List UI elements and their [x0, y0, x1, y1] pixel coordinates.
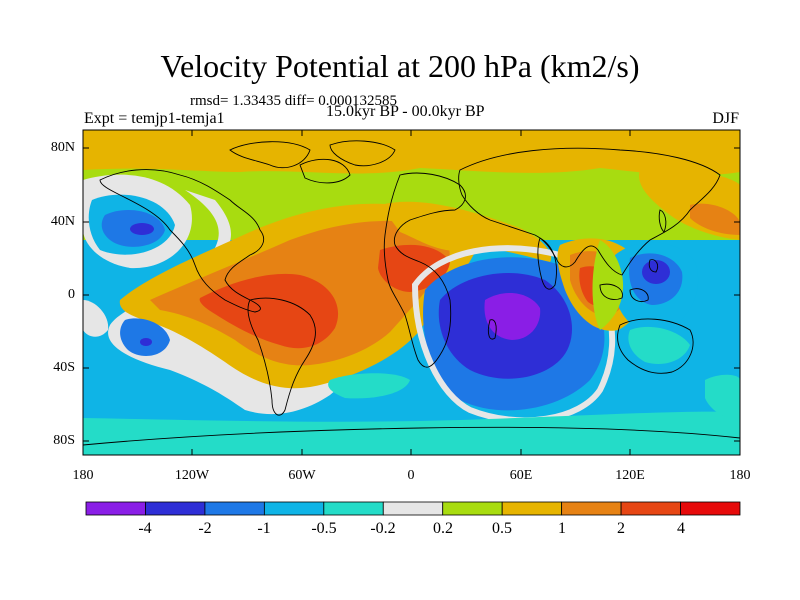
- colorbar-box: [680, 501, 741, 516]
- lon-label-180e: 180: [729, 468, 751, 483]
- lat-label-0: 0: [68, 287, 75, 302]
- colorbar-label: 0.2: [433, 520, 453, 537]
- lon-ticks: [191, 130, 631, 455]
- colorbar-box: [620, 501, 681, 516]
- colorbar-box: [561, 501, 622, 516]
- colorbar-label: -1: [257, 520, 271, 537]
- contour-field: [83, 130, 740, 455]
- colorbar-label: -0.5: [311, 520, 337, 537]
- period-label: 15.0kyr BP - 00.0kyr BP: [326, 103, 485, 120]
- season-label: DJF: [712, 110, 739, 127]
- colorbar-label: -4: [138, 520, 152, 537]
- experiment-label: Expt = temjp1-temja1: [84, 110, 225, 127]
- lat-label-80s: 80S: [53, 433, 75, 448]
- colorbar-box: [442, 501, 503, 516]
- colorbar-label: 1: [558, 520, 566, 537]
- lat-ticks: [83, 147, 740, 442]
- lat-label-40n: 40N: [50, 214, 75, 229]
- coastlines: [83, 140, 740, 446]
- lon-label-0: 0: [407, 468, 415, 483]
- colorbar-box: [501, 501, 563, 516]
- colorbar-label: 4: [677, 520, 685, 537]
- colorbar-box: [382, 501, 444, 516]
- stats-line: rmsd= 1.33435 diff= 0.000132585: [190, 93, 398, 109]
- colorbar-label: 0.5: [492, 520, 512, 537]
- colorbar-label: -0.2: [370, 520, 396, 537]
- lat-label-40s: 40S: [53, 360, 75, 375]
- colorbar-box: [85, 501, 146, 516]
- colorbar-box: [204, 501, 265, 516]
- lon-label-120w: 120W: [174, 468, 210, 483]
- lon-label-180w: 180: [72, 468, 94, 483]
- colorbar-label: -2: [198, 520, 212, 537]
- colorbar-box: [263, 501, 325, 516]
- map-title: Velocity Potential at 200 hPa (km2/s): [160, 48, 640, 84]
- colorbar: [85, 501, 741, 516]
- lon-label-60w: 60W: [288, 468, 316, 483]
- colorbar-box: [145, 501, 206, 516]
- lon-label-120e: 120E: [615, 468, 645, 483]
- colorbar-box: [323, 501, 384, 516]
- colorbar-label: 2: [617, 520, 625, 537]
- lat-label-80n: 80N: [50, 140, 75, 155]
- lon-label-60e: 60E: [509, 468, 533, 483]
